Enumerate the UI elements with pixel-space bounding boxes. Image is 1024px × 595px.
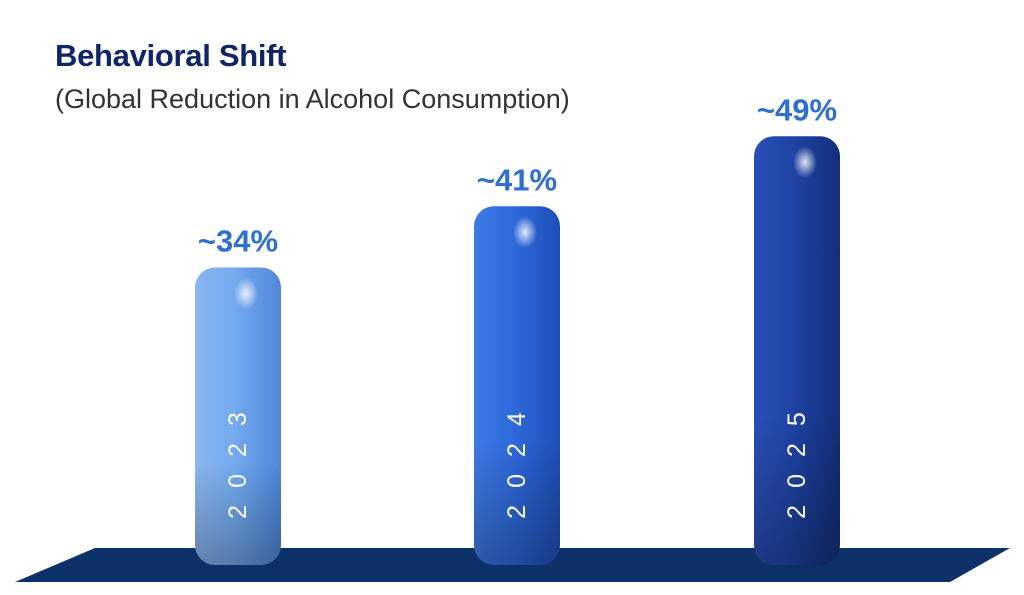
bar-shade: [474, 439, 560, 565]
category-label: 2023: [224, 395, 252, 519]
bar-2025: [754, 136, 840, 565]
value-label: ~49%: [757, 92, 837, 127]
bar-shade: [754, 414, 840, 565]
category-label: 2025: [783, 395, 811, 519]
bar-highlight: [793, 146, 817, 179]
bar-highlight: [234, 277, 258, 310]
value-label: ~34%: [198, 224, 278, 259]
bar-2023: [195, 267, 281, 565]
chart-title: Behavioral Shift: [55, 38, 287, 73]
chart-subtitle: (Global Reduction in Alcohol Consumption…: [55, 84, 570, 114]
value-label: ~41%: [477, 162, 557, 197]
bar-highlight: [513, 216, 537, 249]
bar-2024: [474, 206, 560, 565]
bar-shade: [195, 460, 281, 565]
category-label: 2024: [503, 395, 531, 519]
